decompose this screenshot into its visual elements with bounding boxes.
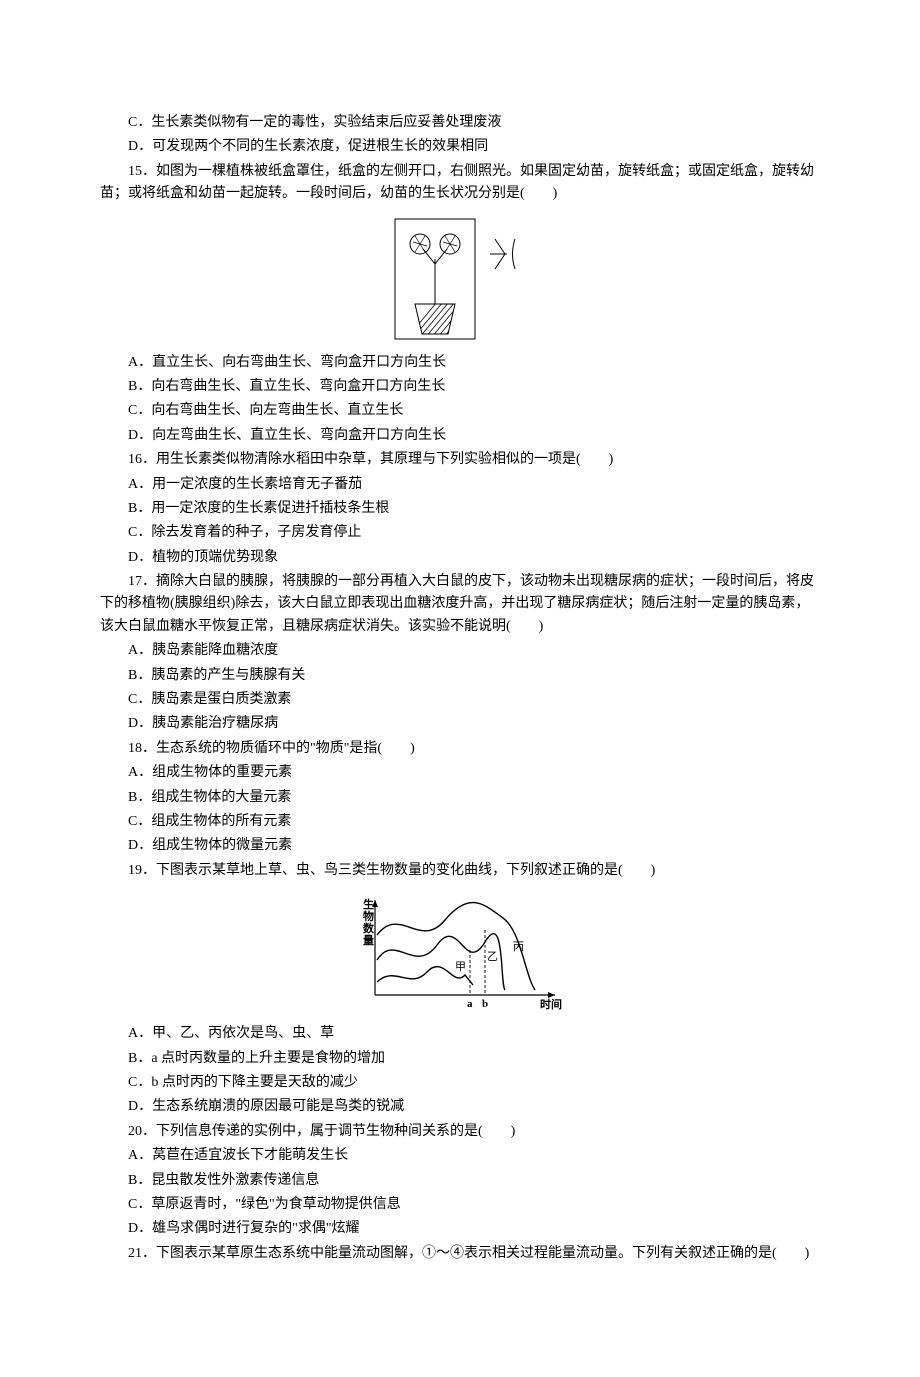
q19-ylabel-3: 数 <box>363 921 375 935</box>
q18-option-b: B．组成生物体的大量元素 <box>100 787 820 809</box>
q19-ylabel-2: 物 <box>363 909 374 923</box>
q21-stem: 21．下图表示某草原生态系统中能量流动图解，①～④表示相关过程能量流动量。下列有… <box>100 1243 820 1265</box>
q15-figure <box>100 214 820 344</box>
q16-option-a: A．用一定浓度的生长素培育无子番茄 <box>100 474 820 496</box>
q14-option-d: D．可发现两个不同的生长素浓度，促进根生长的效果相同 <box>100 136 820 158</box>
q19-option-d: D．生态系统崩溃的原因最可能是鸟类的锐减 <box>100 1096 820 1118</box>
q18-option-c: C．组成生物体的所有元素 <box>100 811 820 833</box>
q20-option-d: D．雄鸟求偶时进行复杂的"求偶"炫耀 <box>100 1218 820 1240</box>
q15-option-c: C．向右弯曲生长、向左弯曲生长、直立生长 <box>100 400 820 422</box>
q19-stem: 19．下图表示某草地上草、虫、鸟三类生物数量的变化曲线，下列叙述正确的是( ) <box>100 860 820 882</box>
q19-option-c: C．b 点时丙的下降主要是天敌的减少 <box>100 1072 820 1094</box>
q19-label-yi: 乙 <box>487 950 498 963</box>
q17-option-b: B．胰岛素的产生与胰腺有关 <box>100 665 820 687</box>
q19-label-jia: 甲 <box>455 961 466 973</box>
q19-label-a: a <box>467 998 473 1010</box>
q15-stem: 15．如图为一棵植株被纸盒罩住，纸盒的左侧开口，右侧照光。如果固定幼苗，旋转纸盒… <box>100 161 820 206</box>
q16-option-c: C．除去发育着的种子，子房发育停止 <box>100 522 820 544</box>
q15-option-a: A．直立生长、向右弯曲生长、弯向盒开口方向生长 <box>100 352 820 374</box>
q18-option-d: D．组成生物体的微量元素 <box>100 835 820 857</box>
q15-option-d: D．向左弯曲生长、直立生长、弯向盒开口方向生长 <box>100 425 820 447</box>
q19-ylabel-4: 量 <box>363 934 374 947</box>
q19-option-a: A．甲、乙、丙依次是鸟、虫、草 <box>100 1023 820 1045</box>
q19-ylabel-1: 生 <box>363 897 374 911</box>
q18-stem: 18．生态系统的物质循环中的"物质"是指( ) <box>100 738 820 760</box>
q19-label-b: b <box>482 998 488 1010</box>
q20-stem: 20．下列信息传递的实例中，属于调节生物种间关系的是( ) <box>100 1121 820 1143</box>
q19-xlabel: 时间 <box>540 997 562 1011</box>
q16-option-b: B．用一定浓度的生长素促进扦插枝条生根 <box>100 498 820 520</box>
q17-option-c: C．胰岛素是蛋白质类激素 <box>100 689 820 711</box>
q18-option-a: A．组成生物体的重要元素 <box>100 762 820 784</box>
q16-option-d: D．植物的顶端优势现象 <box>100 547 820 569</box>
q20-option-c: C．草原返青时，"绿色"为食草动物提供信息 <box>100 1194 820 1216</box>
q17-stem: 17．摘除大白鼠的胰腺，将胰腺的一部分再植入大白鼠的皮下，该动物未出现糖尿病的症… <box>100 571 820 638</box>
q17-option-d: D．胰岛素能治疗糖尿病 <box>100 713 820 735</box>
q19-label-bing: 丙 <box>513 941 524 953</box>
q14-option-c: C．生长素类似物有一定的毒性，实验结束后应妥善处理废液 <box>100 112 820 134</box>
q20-option-a: A．莴苣在适宜波长下才能萌发生长 <box>100 1145 820 1167</box>
q20-option-b: B．昆虫散发性外激素传递信息 <box>100 1170 820 1192</box>
q19-option-b: B．a 点时丙数量的上升主要是食物的增加 <box>100 1048 820 1070</box>
q19-figure: 生 物 数 量 时间 a b 甲 乙 丙 <box>100 890 820 1015</box>
q15-option-b: B．向右弯曲生长、直立生长、弯向盒开口方向生长 <box>100 376 820 398</box>
q17-option-a: A．胰岛素能降血糖浓度 <box>100 640 820 662</box>
q16-stem: 16．用生长素类似物清除水稻田中杂草，其原理与下列实验相似的一项是( ) <box>100 449 820 471</box>
